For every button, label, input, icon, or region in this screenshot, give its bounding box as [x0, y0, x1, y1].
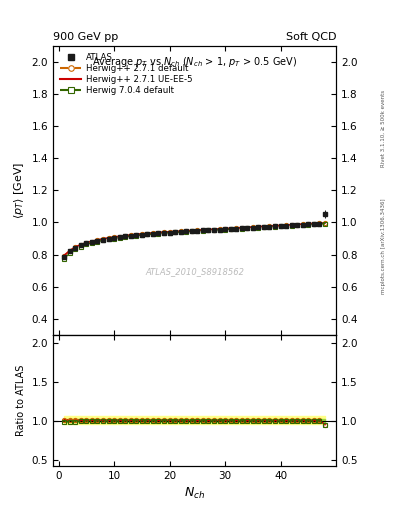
- Legend: ATLAS, Herwig++ 2.7.1 default, Herwig++ 2.7.1 UE-EE-5, Herwig 7.0.4 default: ATLAS, Herwig++ 2.7.1 default, Herwig++ …: [57, 50, 195, 98]
- X-axis label: $N_{ch}$: $N_{ch}$: [184, 486, 205, 501]
- Text: mcplots.cern.ch [arXiv:1306.3436]: mcplots.cern.ch [arXiv:1306.3436]: [381, 198, 386, 293]
- Text: ATLAS_2010_S8918562: ATLAS_2010_S8918562: [145, 267, 244, 276]
- Y-axis label: Ratio to ATLAS: Ratio to ATLAS: [16, 365, 26, 436]
- Text: Rivet 3.1.10, ≥ 500k events: Rivet 3.1.10, ≥ 500k events: [381, 90, 386, 166]
- Text: 900 GeV pp: 900 GeV pp: [53, 32, 118, 42]
- Text: Average $p_{T}$ vs $N_{ch}$ ($N_{ch}$ > 1, $p_{T}$ > 0.5 GeV): Average $p_{T}$ vs $N_{ch}$ ($N_{ch}$ > …: [92, 55, 297, 69]
- Text: Soft QCD: Soft QCD: [286, 32, 336, 42]
- Y-axis label: $\langle p_{T} \rangle$ [GeV]: $\langle p_{T} \rangle$ [GeV]: [12, 162, 26, 219]
